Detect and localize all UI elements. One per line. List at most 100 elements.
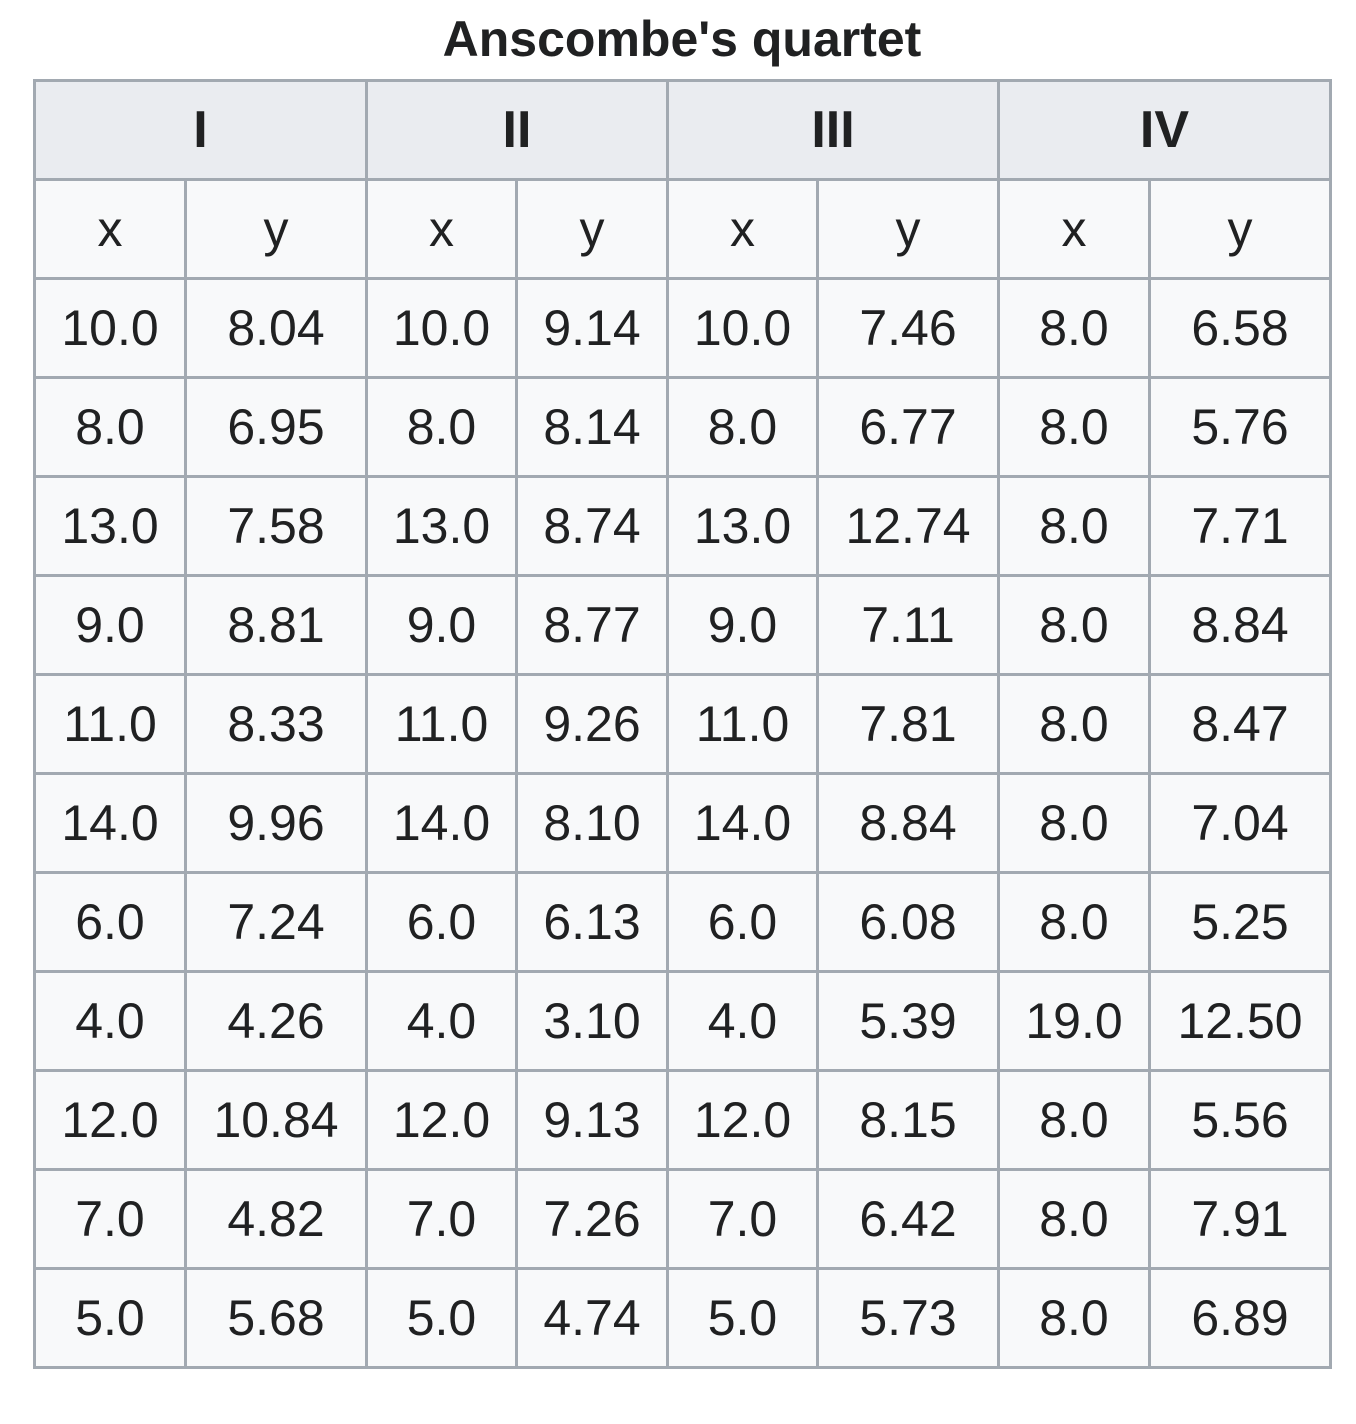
y-value-cell: 3.10 (515, 970, 669, 1072)
y-value-cell: 6.13 (515, 871, 669, 973)
x-value-cell: 8.0 (997, 277, 1151, 379)
y-value-cell: 5.68 (184, 1267, 368, 1369)
y-value-cell: 9.14 (515, 277, 669, 379)
x-value-cell: 13.0 (666, 475, 819, 577)
x-value-cell: 6.0 (666, 871, 819, 973)
x-value-cell: 8.0 (997, 574, 1151, 676)
x-value-cell: 13.0 (365, 475, 518, 577)
x-value-cell: 11.0 (33, 673, 187, 775)
y-value-cell: 7.46 (816, 277, 1000, 379)
y-value-cell: 8.84 (816, 772, 1000, 874)
y-value-cell: 8.47 (1148, 673, 1332, 775)
x-value-cell: 12.0 (365, 1069, 518, 1171)
y-value-cell: 8.14 (515, 376, 669, 478)
x-value-cell: 10.0 (33, 277, 187, 379)
x-value-cell: 13.0 (33, 475, 187, 577)
axis-label-y: y (515, 178, 669, 280)
y-value-cell: 12.50 (1148, 970, 1332, 1072)
x-value-cell: 7.0 (666, 1168, 819, 1270)
y-value-cell: 6.58 (1148, 277, 1332, 379)
table-row: 10.0 8.04 10.0 9.14 10.0 7.46 8.0 6.58 (33, 277, 1332, 379)
x-value-cell: 8.0 (997, 871, 1151, 973)
x-value-cell: 10.0 (365, 277, 518, 379)
y-value-cell: 4.74 (515, 1267, 669, 1369)
group-header-iii: III (666, 79, 1000, 181)
x-value-cell: 5.0 (365, 1267, 518, 1369)
x-value-cell: 12.0 (666, 1069, 819, 1171)
y-value-cell: 5.39 (816, 970, 1000, 1072)
y-value-cell: 8.15 (816, 1069, 1000, 1171)
axis-label-x: x (997, 178, 1151, 280)
y-value-cell: 5.25 (1148, 871, 1332, 973)
table-row: 7.0 4.82 7.0 7.26 7.0 6.42 8.0 7.91 (33, 1168, 1332, 1270)
table-row: 5.0 5.68 5.0 4.74 5.0 5.73 8.0 6.89 (33, 1267, 1332, 1369)
y-value-cell: 6.77 (816, 376, 1000, 478)
table-row: 13.0 7.58 13.0 8.74 13.0 12.74 8.0 7.71 (33, 475, 1332, 577)
table-row: 14.0 9.96 14.0 8.10 14.0 8.84 8.0 7.04 (33, 772, 1332, 874)
x-value-cell: 6.0 (365, 871, 518, 973)
x-value-cell: 14.0 (666, 772, 819, 874)
table-row: 4.0 4.26 4.0 3.10 4.0 5.39 19.0 12.50 (33, 970, 1332, 1072)
y-value-cell: 4.26 (184, 970, 368, 1072)
x-value-cell: 8.0 (997, 673, 1151, 775)
x-value-cell: 8.0 (997, 1069, 1151, 1171)
group-header-row: I II III IV (33, 79, 1332, 181)
y-value-cell: 12.74 (816, 475, 1000, 577)
group-header-ii: II (365, 79, 669, 181)
x-value-cell: 4.0 (666, 970, 819, 1072)
x-value-cell: 8.0 (365, 376, 518, 478)
anscombe-quartet-table: I II III IV x y x y x y x y 10.0 8.04 10.0… (33, 79, 1332, 1369)
y-value-cell: 7.26 (515, 1168, 669, 1270)
y-value-cell: 5.76 (1148, 376, 1332, 478)
y-value-cell: 8.33 (184, 673, 368, 775)
y-value-cell: 8.10 (515, 772, 669, 874)
x-value-cell: 8.0 (997, 1168, 1151, 1270)
x-value-cell: 5.0 (666, 1267, 819, 1369)
x-value-cell: 8.0 (33, 376, 187, 478)
table-row: 11.0 8.33 11.0 9.26 11.0 7.81 8.0 8.47 (33, 673, 1332, 775)
y-value-cell: 5.56 (1148, 1069, 1332, 1171)
y-value-cell: 9.13 (515, 1069, 669, 1171)
y-value-cell: 8.81 (184, 574, 368, 676)
x-value-cell: 9.0 (365, 574, 518, 676)
axis-label-x: x (666, 178, 819, 280)
table-row: 9.0 8.81 9.0 8.77 9.0 7.11 8.0 8.84 (33, 574, 1332, 676)
x-value-cell: 4.0 (33, 970, 187, 1072)
y-value-cell: 4.82 (184, 1168, 368, 1270)
axis-label-y: y (1148, 178, 1332, 280)
group-header-iv: IV (997, 79, 1332, 181)
x-value-cell: 8.0 (666, 376, 819, 478)
axis-label-row: x y x y x y x y (33, 178, 1332, 280)
y-value-cell: 9.96 (184, 772, 368, 874)
y-value-cell: 7.91 (1148, 1168, 1332, 1270)
y-value-cell: 7.04 (1148, 772, 1332, 874)
x-value-cell: 8.0 (997, 772, 1151, 874)
x-value-cell: 19.0 (997, 970, 1151, 1072)
x-value-cell: 8.0 (997, 376, 1151, 478)
table-row: 12.0 10.84 12.0 9.13 12.0 8.15 8.0 5.56 (33, 1069, 1332, 1171)
x-value-cell: 11.0 (365, 673, 518, 775)
x-value-cell: 5.0 (33, 1267, 187, 1369)
table-row: 6.0 7.24 6.0 6.13 6.0 6.08 8.0 5.25 (33, 871, 1332, 973)
y-value-cell: 6.08 (816, 871, 1000, 973)
y-value-cell: 5.73 (816, 1267, 1000, 1369)
x-value-cell: 8.0 (997, 1267, 1151, 1369)
x-value-cell: 11.0 (666, 673, 819, 775)
x-value-cell: 10.0 (666, 277, 819, 379)
table-row: 8.0 6.95 8.0 8.14 8.0 6.77 8.0 5.76 (33, 376, 1332, 478)
x-value-cell: 12.0 (33, 1069, 187, 1171)
x-value-cell: 14.0 (33, 772, 187, 874)
y-value-cell: 6.95 (184, 376, 368, 478)
x-value-cell: 9.0 (33, 574, 187, 676)
y-value-cell: 6.89 (1148, 1267, 1332, 1369)
x-value-cell: 8.0 (997, 475, 1151, 577)
y-value-cell: 8.74 (515, 475, 669, 577)
x-value-cell: 14.0 (365, 772, 518, 874)
y-value-cell: 7.11 (816, 574, 1000, 676)
x-value-cell: 9.0 (666, 574, 819, 676)
y-value-cell: 6.42 (816, 1168, 1000, 1270)
y-value-cell: 8.84 (1148, 574, 1332, 676)
y-value-cell: 10.84 (184, 1069, 368, 1171)
y-value-cell: 7.24 (184, 871, 368, 973)
x-value-cell: 6.0 (33, 871, 187, 973)
